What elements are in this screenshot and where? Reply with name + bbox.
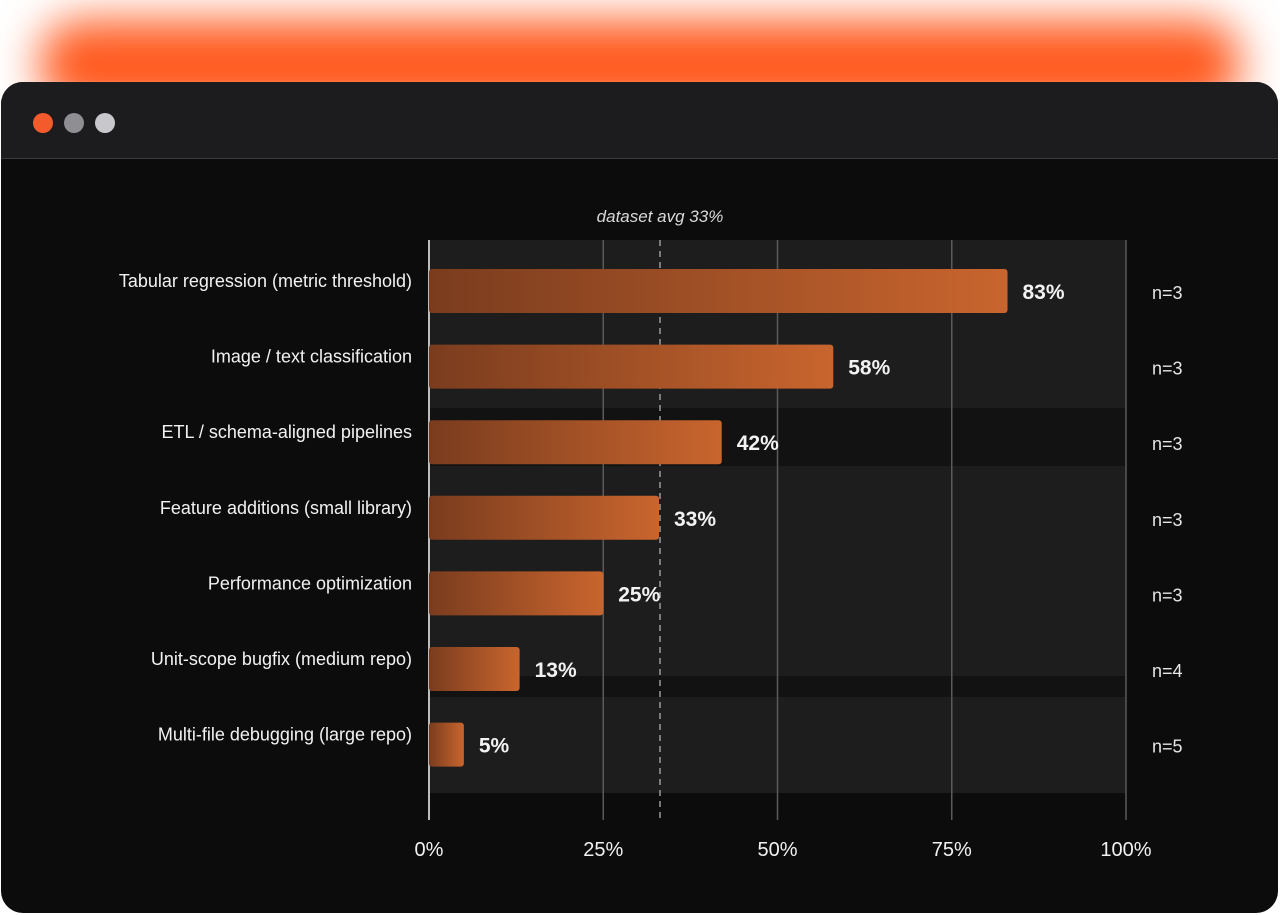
x-tick-label: 100% bbox=[1100, 839, 1151, 861]
close-window-button[interactable] bbox=[33, 113, 53, 133]
sample-size-label: n=3 bbox=[1152, 585, 1183, 605]
value-labels: 83% 58% 42% 33% 25% 13% 5% bbox=[479, 281, 1065, 758]
bar bbox=[429, 420, 722, 465]
sample-size-label: n=5 bbox=[1152, 737, 1183, 757]
bar bbox=[429, 647, 520, 691]
category-labels: Tabular regression (metric threshold) Ima… bbox=[119, 271, 412, 745]
category-label: Feature additions (small library) bbox=[160, 498, 412, 518]
maximize-window-button[interactable] bbox=[95, 113, 115, 133]
sample-size-label: n=3 bbox=[1152, 510, 1183, 530]
category-label: Unit-scope bugfix (medium repo) bbox=[151, 649, 412, 669]
bar bbox=[429, 344, 834, 389]
bars bbox=[429, 269, 1008, 767]
x-axis-ticks: 0% 25% 50% 75% 100% bbox=[415, 839, 1152, 861]
bar bbox=[429, 269, 1008, 313]
x-tick-label: 75% bbox=[932, 839, 972, 861]
category-label: Performance optimization bbox=[208, 573, 412, 593]
value-label: 13% bbox=[535, 659, 577, 682]
value-label: 58% bbox=[848, 357, 890, 380]
category-label: Image / text classification bbox=[211, 347, 412, 367]
x-tick-label: 50% bbox=[757, 839, 797, 861]
sample-size-label: n=3 bbox=[1152, 359, 1183, 379]
bar bbox=[429, 722, 464, 767]
value-label: 5% bbox=[479, 735, 510, 758]
sample-size-label: n=3 bbox=[1152, 283, 1183, 303]
category-label: ETL / schema-aligned pipelines bbox=[162, 422, 412, 442]
average-line-label: dataset avg 33% bbox=[597, 207, 724, 226]
title-bar bbox=[1, 82, 1278, 159]
category-label: Multi-file debugging (large repo) bbox=[158, 725, 412, 745]
bar bbox=[429, 495, 660, 540]
bar bbox=[429, 571, 604, 616]
minimize-window-button[interactable] bbox=[64, 113, 84, 133]
value-label: 33% bbox=[674, 508, 716, 531]
value-label: 25% bbox=[618, 583, 660, 606]
value-label: 42% bbox=[737, 432, 779, 455]
reference-line: dataset avg 33% bbox=[597, 207, 724, 820]
x-tick-label: 25% bbox=[583, 839, 623, 861]
sample-size-label: n=4 bbox=[1152, 661, 1183, 681]
sample-size-label: n=3 bbox=[1152, 434, 1183, 454]
category-label: Tabular regression (metric threshold) bbox=[119, 271, 412, 291]
value-label: 83% bbox=[1023, 281, 1065, 304]
sample-size-labels: n=3 n=3 n=3 n=3 n=3 n=4 n=5 bbox=[1152, 283, 1183, 757]
x-tick-label: 0% bbox=[415, 839, 444, 861]
